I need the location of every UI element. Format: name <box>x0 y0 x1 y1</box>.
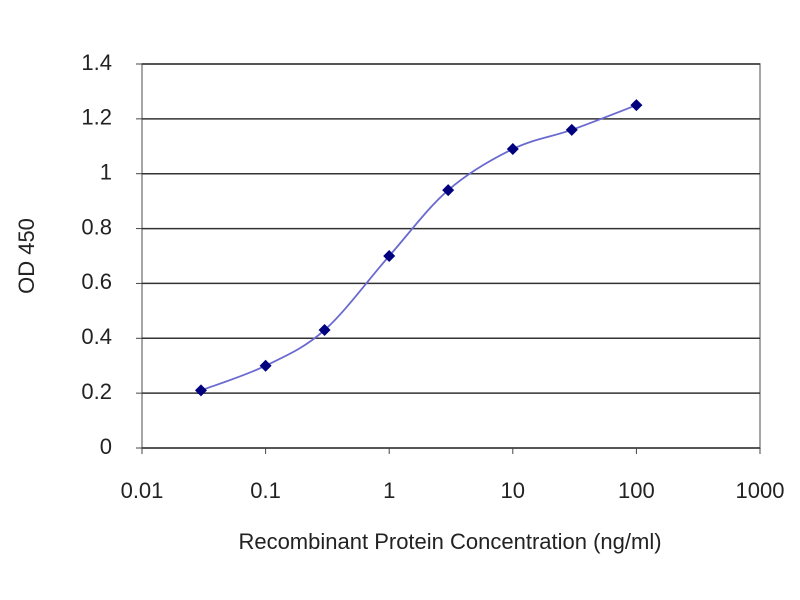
x-tick-label: 100 <box>618 478 655 503</box>
y-tick-label: 0.6 <box>81 269 112 294</box>
x-tick-label: 1000 <box>736 478 785 503</box>
y-tick-label: 0 <box>100 434 112 459</box>
data-point <box>565 123 578 136</box>
y-tick-label: 0.8 <box>81 214 112 239</box>
y-tick-label: 1.2 <box>81 105 112 130</box>
plot-area <box>141 63 761 449</box>
y-tick-label: 0.2 <box>81 379 112 404</box>
data-point <box>442 184 455 197</box>
y-tick-label: 0.4 <box>81 324 112 349</box>
data-point <box>318 324 331 337</box>
x-tick-label: 0.1 <box>250 478 281 503</box>
y-tick-label: 1 <box>100 160 112 185</box>
data-point <box>194 384 207 397</box>
x-tick-label: 1 <box>383 478 395 503</box>
data-point <box>259 359 272 372</box>
x-tick-label: 0.01 <box>121 478 164 503</box>
data-point <box>506 143 519 156</box>
y-axis-label: OD 450 <box>14 218 39 294</box>
x-axis-label: Recombinant Protein Concentration (ng/ml… <box>238 529 661 554</box>
series-line <box>200 104 637 392</box>
x-tick-label: 10 <box>501 478 525 503</box>
data-point <box>383 250 396 262</box>
data-point <box>630 99 643 112</box>
y-tick-label: 1.4 <box>81 50 112 75</box>
